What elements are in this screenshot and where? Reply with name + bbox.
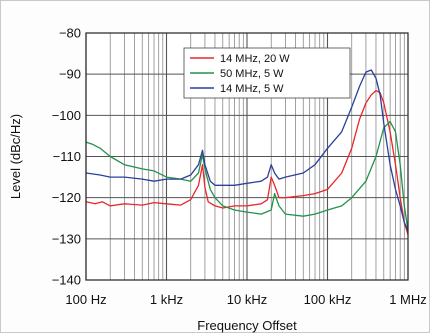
y-tick-label: −130 [52,231,81,246]
series-line-1 [85,89,409,235]
legend-label-1: 14 MHz, 20 W [220,53,290,65]
x-tick-label: 100 kHz [304,292,352,307]
y-tick-label: −140 [52,273,81,288]
legend-label-3: 14 MHz, 5 W [220,83,284,95]
series-line-3 [85,69,409,231]
y-tick-label: −120 [52,190,81,205]
x-tick-label: 100 Hz [65,292,106,307]
x-tick-label: 10 kHz [227,292,267,307]
plot-border [85,32,409,281]
y-tick-label: −80 [59,26,81,41]
series-line-2 [85,120,409,231]
y-tick-label: −90 [59,67,81,82]
x-tick-label: 1 kHz [150,292,183,307]
y-tick-label: −100 [52,108,81,123]
y-tick-label: −110 [53,149,81,164]
y-axis-title: Level (dBc/Hz) [8,114,23,199]
x-axis-title: Frequency Offset [197,318,297,333]
legend-label-2: 50 MHz, 5 W [220,68,284,80]
x-tick-label: 1 MHz [389,292,427,307]
